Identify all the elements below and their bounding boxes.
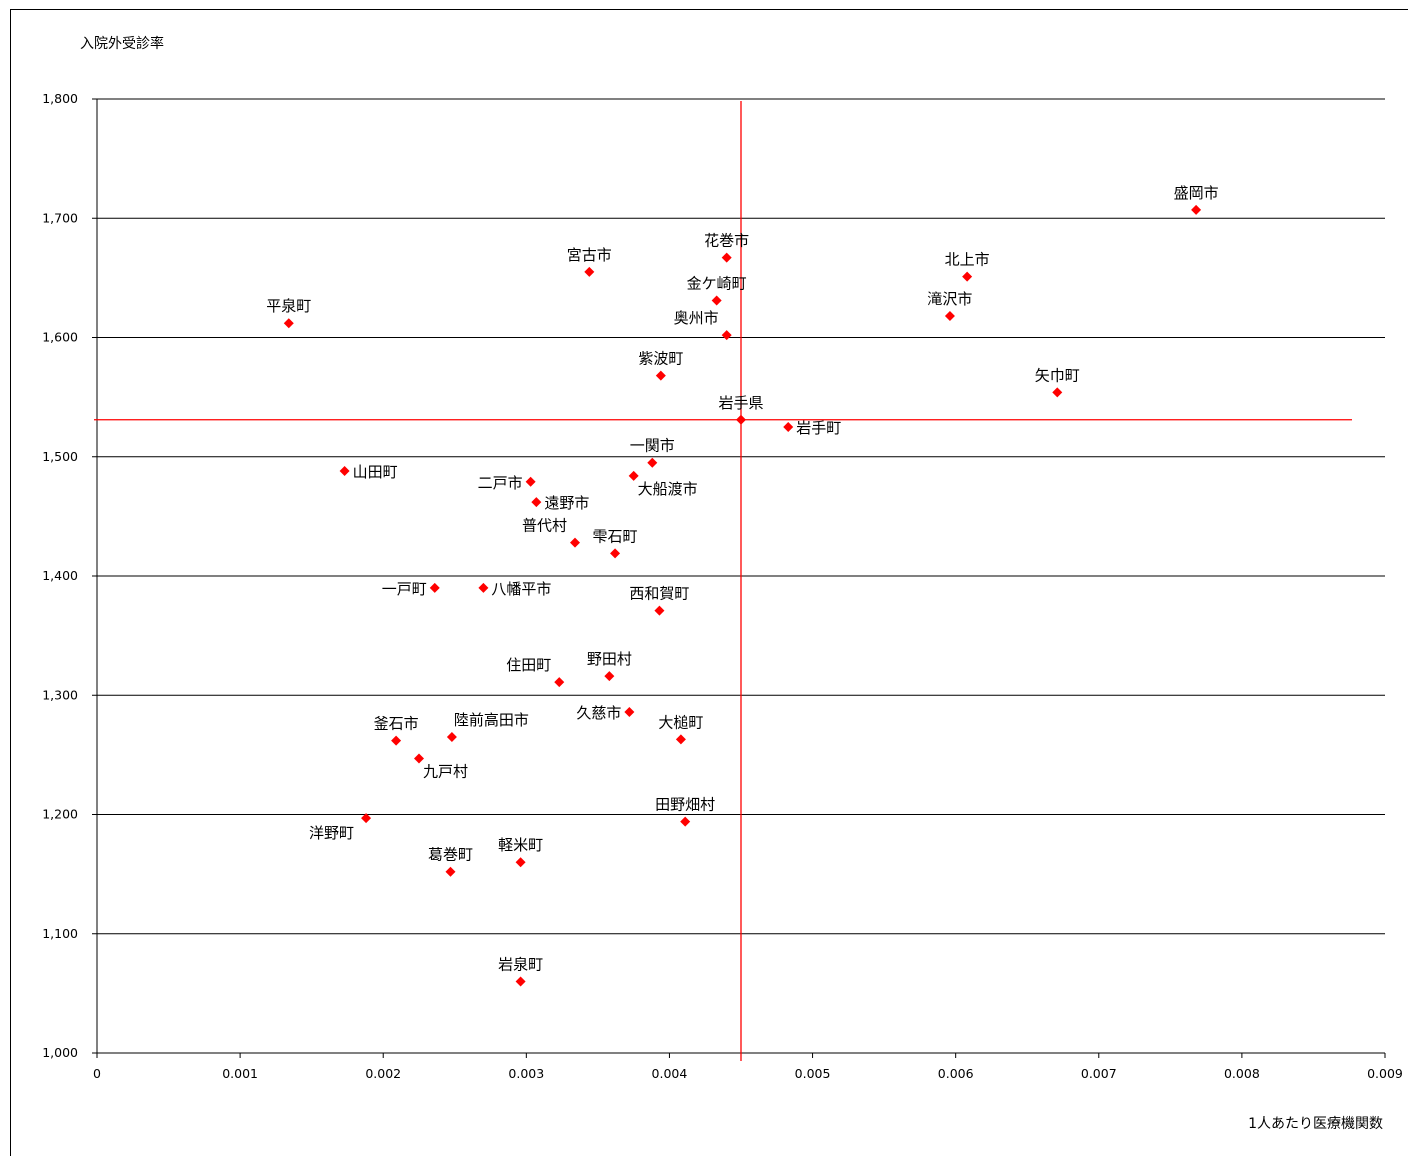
y-axis-title: 入院外受診率 — [80, 35, 164, 52]
point-label: 一戸町 — [382, 580, 427, 598]
x-tick-label: 0.001 — [222, 1066, 258, 1081]
x-tick-label: 0.004 — [652, 1066, 688, 1081]
point-label: 陸前高田市 — [454, 711, 529, 729]
tick-labels: 1,000 1,100 1,200 1,300 1,400 1,500 1,600 1,700… — [42, 91, 1403, 1081]
point-label: 滝沢市 — [927, 290, 972, 308]
data-point-marker — [1052, 387, 1063, 398]
data-point-marker — [628, 470, 639, 481]
y-tick-label: 1,500 — [42, 449, 78, 464]
data-point-marker — [569, 537, 580, 548]
point-label: 九戸村 — [423, 762, 468, 780]
data-point-marker — [554, 677, 565, 688]
x-tick-label: 0.008 — [1224, 1066, 1260, 1081]
point-label: 岩泉町 — [498, 955, 543, 973]
data-point-marker — [721, 252, 732, 263]
point-label: 田野畑村 — [655, 796, 715, 814]
data-point-marker — [531, 497, 542, 508]
x-tick-label: 0 — [93, 1066, 101, 1081]
y-tick-label: 1,200 — [42, 807, 78, 822]
data-point-marker — [391, 735, 402, 746]
data-point-marker — [962, 271, 973, 282]
x-axis-title: 1人あたり医療機関数 — [1248, 1115, 1383, 1132]
data-points — [283, 204, 1202, 987]
point-label: 遠野市 — [544, 494, 589, 512]
y-tick-label: 1,100 — [42, 926, 78, 941]
point-label: 住田町 — [506, 656, 551, 674]
point-label: 花巻市 — [704, 232, 749, 250]
point-label: 雫石町 — [593, 527, 638, 545]
point-label: 盛岡市 — [1174, 184, 1219, 202]
data-point-marker — [339, 466, 350, 477]
point-label: 北上市 — [945, 251, 990, 269]
data-point-marker — [721, 330, 732, 341]
point-label: 久慈市 — [576, 704, 621, 722]
y-tick-label: 1,700 — [42, 210, 78, 225]
data-point-marker — [654, 605, 665, 616]
point-label: 山田町 — [353, 463, 398, 481]
data-point-marker — [610, 548, 621, 559]
data-point-marker — [675, 734, 686, 745]
x-tick-label: 0.006 — [938, 1066, 974, 1081]
y-tick-label: 1,300 — [42, 687, 78, 702]
data-point-marker — [736, 414, 746, 425]
data-point-marker — [584, 266, 595, 277]
point-label: 岩手町 — [796, 419, 841, 437]
point-label: 葛巻町 — [428, 846, 473, 864]
data-point-marker — [478, 582, 489, 593]
y-tick-label: 1,800 — [42, 91, 78, 106]
point-label: 軽米町 — [498, 836, 543, 854]
x-tick-label: 0.009 — [1367, 1066, 1403, 1081]
point-label: 一関市 — [630, 437, 675, 455]
x-tick-label: 0.002 — [365, 1066, 401, 1081]
point-label: 大船渡市 — [638, 480, 698, 498]
point-label: 矢巾町 — [1035, 366, 1080, 384]
data-point-marker — [445, 866, 456, 877]
data-point-marker — [361, 813, 372, 824]
y-tick-label: 1,000 — [42, 1045, 78, 1060]
x-tick-label: 0.007 — [1081, 1066, 1117, 1081]
data-point-marker — [711, 295, 722, 306]
point-label: 平泉町 — [266, 297, 311, 315]
y-tick-label: 1,600 — [42, 330, 78, 345]
chart-frame — [10, 9, 1408, 1156]
point-label: 大槌町 — [658, 713, 703, 731]
data-point-marker — [647, 457, 658, 468]
point-label: 金ケ崎町 — [687, 275, 747, 293]
data-point-marker — [515, 976, 526, 987]
point-label: 西和賀町 — [629, 585, 689, 603]
x-tick-label: 0.003 — [508, 1066, 544, 1081]
data-point-marker — [283, 318, 294, 329]
data-point-marker — [944, 311, 955, 322]
data-point-marker — [624, 706, 635, 717]
point-label: 普代村 — [522, 517, 567, 535]
point-label: 宮古市 — [567, 246, 612, 264]
point-label: 岩手県 — [718, 394, 763, 412]
data-point-marker — [680, 816, 691, 827]
reference-lines — [94, 101, 1352, 1061]
y-tick-label: 1,400 — [42, 568, 78, 583]
data-point-marker — [446, 731, 457, 742]
x-tick-label: 0.005 — [795, 1066, 831, 1081]
point-label: 洋野町 — [309, 824, 354, 842]
data-point-marker — [525, 476, 536, 487]
point-label: 八幡平市 — [491, 580, 551, 598]
data-point-marker — [604, 671, 615, 682]
point-label: 二戸市 — [478, 474, 523, 492]
data-point-marker — [414, 753, 424, 764]
point-label: 紫波町 — [638, 350, 683, 368]
data-point-marker — [1191, 204, 1202, 215]
data-point-marker — [429, 582, 440, 593]
point-label: 野田村 — [587, 650, 632, 668]
point-label: 釜石市 — [374, 715, 419, 733]
data-point-marker — [783, 421, 794, 432]
data-point-marker — [515, 857, 526, 868]
point-label: 奥州市 — [674, 309, 719, 327]
data-point-marker — [655, 370, 666, 381]
